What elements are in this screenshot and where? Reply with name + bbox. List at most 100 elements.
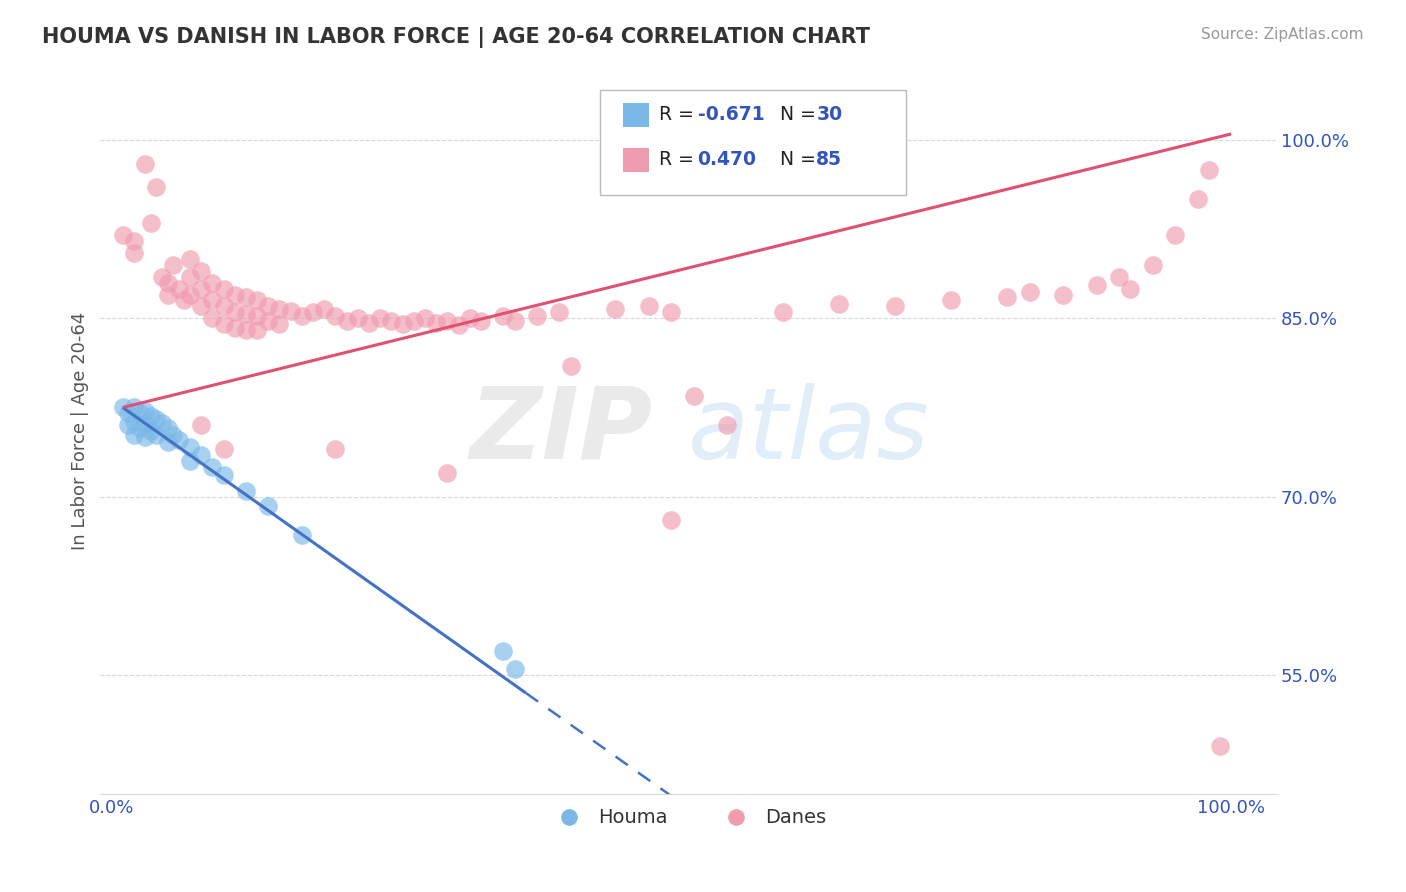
Point xyxy=(1018,285,1040,299)
Point xyxy=(145,180,167,194)
Point xyxy=(269,301,291,316)
Point xyxy=(134,416,156,430)
Point xyxy=(884,299,907,313)
Point xyxy=(560,359,582,373)
Point xyxy=(128,406,150,420)
Point xyxy=(1198,162,1220,177)
Point xyxy=(447,318,470,333)
Point xyxy=(269,317,291,331)
Text: 0.470: 0.470 xyxy=(697,151,756,169)
Point xyxy=(470,313,492,327)
Point xyxy=(235,306,257,320)
Point xyxy=(638,299,661,313)
Point xyxy=(828,297,851,311)
Text: Source: ZipAtlas.com: Source: ZipAtlas.com xyxy=(1201,27,1364,42)
Point xyxy=(235,290,257,304)
Point xyxy=(357,316,380,330)
Text: R =: R = xyxy=(659,151,700,169)
Point xyxy=(139,424,162,438)
Point xyxy=(659,305,682,319)
Point xyxy=(291,309,314,323)
Point xyxy=(145,427,167,442)
Point xyxy=(314,301,336,316)
Point xyxy=(167,433,190,447)
Point xyxy=(492,644,515,658)
Point xyxy=(503,662,526,676)
Point xyxy=(941,293,963,308)
Point xyxy=(179,269,201,284)
Point xyxy=(190,418,212,433)
Point xyxy=(201,293,224,308)
Point xyxy=(134,430,156,444)
Point xyxy=(336,313,359,327)
Point xyxy=(1119,281,1142,295)
Point xyxy=(167,281,190,295)
Point xyxy=(156,287,179,301)
Point xyxy=(201,276,224,290)
Point xyxy=(117,418,139,433)
Point xyxy=(179,287,201,301)
Point xyxy=(1142,258,1164,272)
Text: R =: R = xyxy=(659,105,700,125)
Point xyxy=(156,420,179,434)
Point xyxy=(212,468,235,483)
Point xyxy=(995,290,1018,304)
Point xyxy=(201,311,224,326)
Point xyxy=(257,500,280,514)
Point xyxy=(425,316,447,330)
Point xyxy=(1052,287,1074,301)
Point xyxy=(117,406,139,420)
Point xyxy=(212,317,235,331)
Point xyxy=(150,269,173,284)
Point xyxy=(201,460,224,475)
Point xyxy=(391,317,413,331)
Point xyxy=(190,448,212,462)
Bar xyxy=(623,103,650,127)
Text: N =: N = xyxy=(780,105,821,125)
Point xyxy=(291,528,314,542)
Point xyxy=(436,313,458,327)
Point xyxy=(1164,227,1187,242)
Point xyxy=(246,323,269,337)
Point xyxy=(162,258,184,272)
Point xyxy=(179,252,201,266)
Point xyxy=(224,320,246,334)
Point xyxy=(716,418,738,433)
Point xyxy=(212,442,235,457)
Point xyxy=(368,311,391,326)
Text: HOUMA VS DANISH IN LABOR FORCE | AGE 20-64 CORRELATION CHART: HOUMA VS DANISH IN LABOR FORCE | AGE 20-… xyxy=(42,27,870,48)
Point xyxy=(224,305,246,319)
Point xyxy=(302,305,325,319)
Bar xyxy=(623,148,650,171)
Point xyxy=(224,287,246,301)
Y-axis label: In Labor Force | Age 20-64: In Labor Force | Age 20-64 xyxy=(72,312,89,550)
Point xyxy=(246,309,269,323)
Point xyxy=(156,276,179,290)
Point xyxy=(325,442,347,457)
Point xyxy=(1108,269,1130,284)
Point xyxy=(122,234,145,248)
Point xyxy=(145,412,167,426)
Point xyxy=(162,427,184,442)
Point xyxy=(156,435,179,450)
Point xyxy=(212,281,235,295)
Point xyxy=(150,416,173,430)
Point xyxy=(122,245,145,260)
Text: 85: 85 xyxy=(817,151,842,169)
Point xyxy=(122,401,145,415)
Point xyxy=(128,420,150,434)
Point xyxy=(526,309,548,323)
Point xyxy=(179,454,201,468)
Point xyxy=(122,427,145,442)
Point xyxy=(1209,739,1232,754)
Point xyxy=(492,309,515,323)
Point xyxy=(605,301,627,316)
Point xyxy=(682,388,704,402)
Point xyxy=(111,227,134,242)
Point xyxy=(436,466,458,480)
Point xyxy=(190,263,212,277)
Point xyxy=(659,514,682,528)
Point xyxy=(246,293,269,308)
Point xyxy=(111,401,134,415)
Text: N =: N = xyxy=(780,151,821,169)
